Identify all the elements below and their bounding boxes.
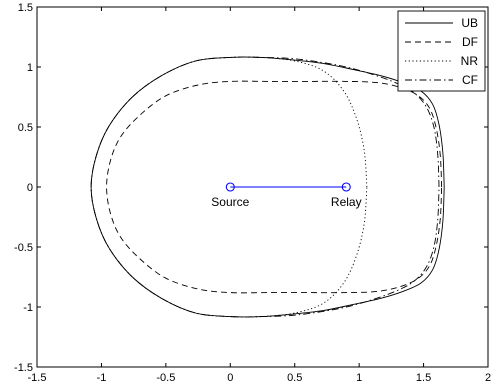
y-tick-label: 1.5 (18, 2, 33, 14)
y-tick-label: -1.5 (14, 362, 33, 374)
source-node-marker (225, 182, 235, 192)
relay-node-label: Relay (331, 195, 362, 209)
series-line-nr (90, 56, 368, 318)
y-tick-label: -0.5 (14, 242, 33, 254)
legend-box (397, 10, 486, 92)
x-tick-label: 1.5 (416, 372, 431, 384)
y-tick-labels: -1.5 -1 -0.5 0 0.5 1 1.5 (14, 2, 33, 374)
x-tick-label: 2 (485, 372, 491, 384)
legend-label-cf: CF (462, 73, 478, 87)
y-tick-label: -1 (23, 302, 33, 314)
x-tick-label: 0 (227, 372, 233, 384)
axis-ticks (36, 6, 489, 368)
legend-label-df: DF (462, 35, 478, 49)
legend: UB DF NR CF (397, 10, 486, 92)
series-curves (90, 56, 445, 318)
y-tick-label: 0.5 (18, 122, 33, 134)
x-tick-label: -1.5 (28, 372, 47, 384)
series-line-df (106, 80, 443, 294)
relay-node-marker (341, 182, 351, 192)
legend-label-ub: UB (461, 16, 478, 30)
x-tick-label: 1 (356, 372, 362, 384)
series-line-cf (90, 56, 440, 318)
y-tick-label: 1 (27, 62, 33, 74)
x-tick-label: -1 (97, 372, 107, 384)
legend-label-nr: NR (461, 54, 479, 68)
x-tick-label: -0.5 (156, 372, 175, 384)
y-tick-label: 0 (27, 182, 33, 194)
source-relay-link: Source Relay (211, 182, 362, 209)
source-node-label: Source (211, 195, 249, 209)
x-tick-labels: -1.5 -1 -0.5 0 0.5 1 1.5 2 (28, 372, 492, 384)
x-tick-label: 0.5 (287, 372, 302, 384)
